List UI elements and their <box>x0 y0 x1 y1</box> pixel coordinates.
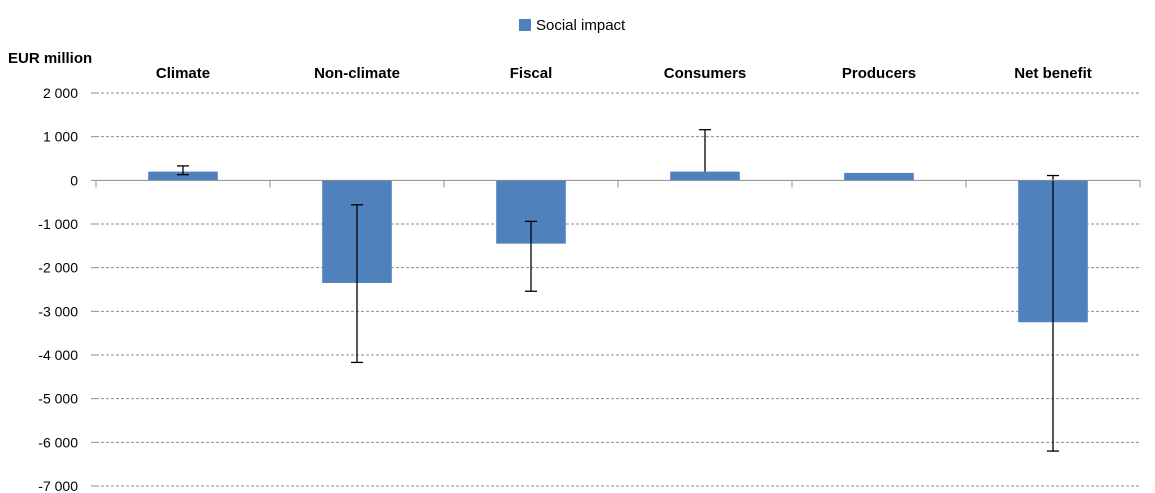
error-bars <box>177 129 1059 452</box>
y-tick-label: 2 000 <box>43 85 78 101</box>
category-label: Fiscal <box>510 65 553 82</box>
y-tick-label: 1 000 <box>43 129 78 145</box>
legend: Social impact <box>519 17 626 34</box>
bar <box>844 172 914 181</box>
bars <box>148 171 1088 323</box>
y-tick-label: -4 000 <box>38 347 78 363</box>
y-axis-unit-label: EUR million <box>8 50 92 67</box>
category-label: Net benefit <box>1014 65 1092 82</box>
legend-label: Social impact <box>536 17 626 34</box>
bar <box>148 171 218 181</box>
y-tick-label: -3 000 <box>38 303 78 319</box>
zero-axis <box>95 179 1141 188</box>
category-label: Non-climate <box>314 65 400 82</box>
bar <box>670 171 740 181</box>
y-tick-label: -5 000 <box>38 391 78 407</box>
legend-swatch <box>519 19 531 31</box>
y-tick-label: -6 000 <box>38 434 78 450</box>
y-tick-label: 0 <box>70 172 78 188</box>
category-label: Consumers <box>664 65 747 82</box>
y-tick-label: -2 000 <box>38 260 78 276</box>
y-tick-label: -1 000 <box>38 216 78 232</box>
category-label: Climate <box>156 65 210 82</box>
y-tick-label: -7 000 <box>38 478 78 493</box>
gridlines <box>96 92 1140 487</box>
category-label: Producers <box>842 65 916 82</box>
category-labels: Climate Non-climate Fiscal Consumers Produce… <box>156 65 1092 82</box>
y-axis-tick-labels: 2 000 1 000 0 -1 000 -2 000 -3 000 -4 000 -5 00… <box>38 85 96 493</box>
